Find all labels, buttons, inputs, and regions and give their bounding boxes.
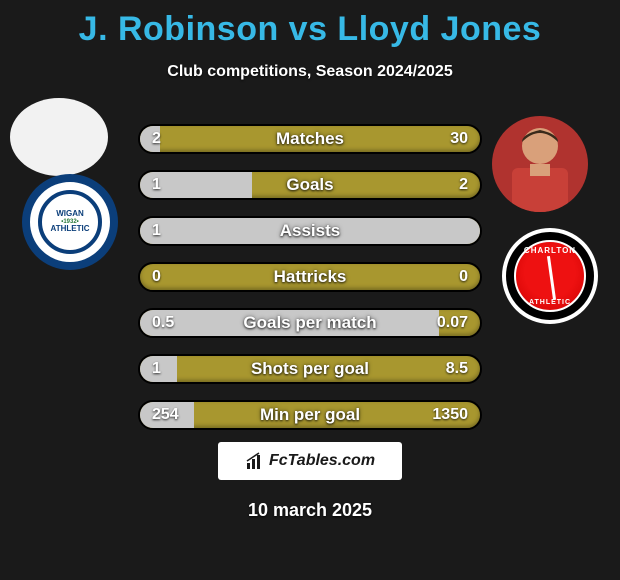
player-silhouette-icon (492, 116, 588, 212)
subtitle: Club competitions, Season 2024/2025 (0, 63, 620, 81)
stat-row: 1Shots per goal8.5 (138, 354, 482, 384)
stat-value-right: 8.5 (446, 360, 468, 378)
stat-label: Shots per goal (140, 359, 480, 379)
club-right-badge: CHARLTON ATHLETIC (502, 228, 598, 324)
stat-value-right: 30 (450, 130, 468, 148)
stat-row: 1Goals2 (138, 170, 482, 200)
stat-label: Assists (140, 221, 480, 241)
stat-row: 0Hattricks0 (138, 262, 482, 292)
date-text: 10 march 2025 (0, 500, 620, 521)
stat-value-right: 0 (459, 268, 468, 286)
stats-bars: 2Matches301Goals21Assists0Hattricks00.5G… (138, 124, 482, 446)
stat-label: Min per goal (140, 405, 480, 425)
stat-value-right: 2 (459, 176, 468, 194)
club-right-name-top: CHARLTON (524, 246, 576, 255)
club-left-badge: WIGAN •1932• ATHLETIC (22, 174, 118, 270)
stat-row: 254Min per goal1350 (138, 400, 482, 430)
club-left-name-bot: ATHLETIC (51, 225, 90, 234)
club-right-badge-inner: CHARLTON ATHLETIC (514, 240, 586, 312)
chart-icon (245, 451, 265, 471)
club-left-name-top: WIGAN (56, 210, 84, 219)
stat-row: 1Assists (138, 216, 482, 246)
stat-value-right: 1350 (432, 406, 468, 424)
stat-row: 0.5Goals per match0.07 (138, 308, 482, 338)
stat-value-right: 0.07 (437, 314, 468, 332)
stat-label: Hattricks (140, 267, 480, 287)
watermark-text: FcTables.com (269, 452, 375, 470)
watermark-badge: FcTables.com (218, 442, 402, 480)
player-left-avatar (10, 98, 108, 176)
stat-label: Goals (140, 175, 480, 195)
sword-icon (547, 256, 556, 300)
page-title: J. Robinson vs Lloyd Jones (0, 0, 620, 49)
stat-row: 2Matches30 (138, 124, 482, 154)
club-right-name-bot: ATHLETIC (529, 299, 571, 306)
player-right-avatar (492, 116, 588, 212)
club-left-badge-inner: WIGAN •1932• ATHLETIC (38, 190, 102, 254)
stat-label: Goals per match (140, 313, 480, 333)
stat-label: Matches (140, 129, 480, 149)
